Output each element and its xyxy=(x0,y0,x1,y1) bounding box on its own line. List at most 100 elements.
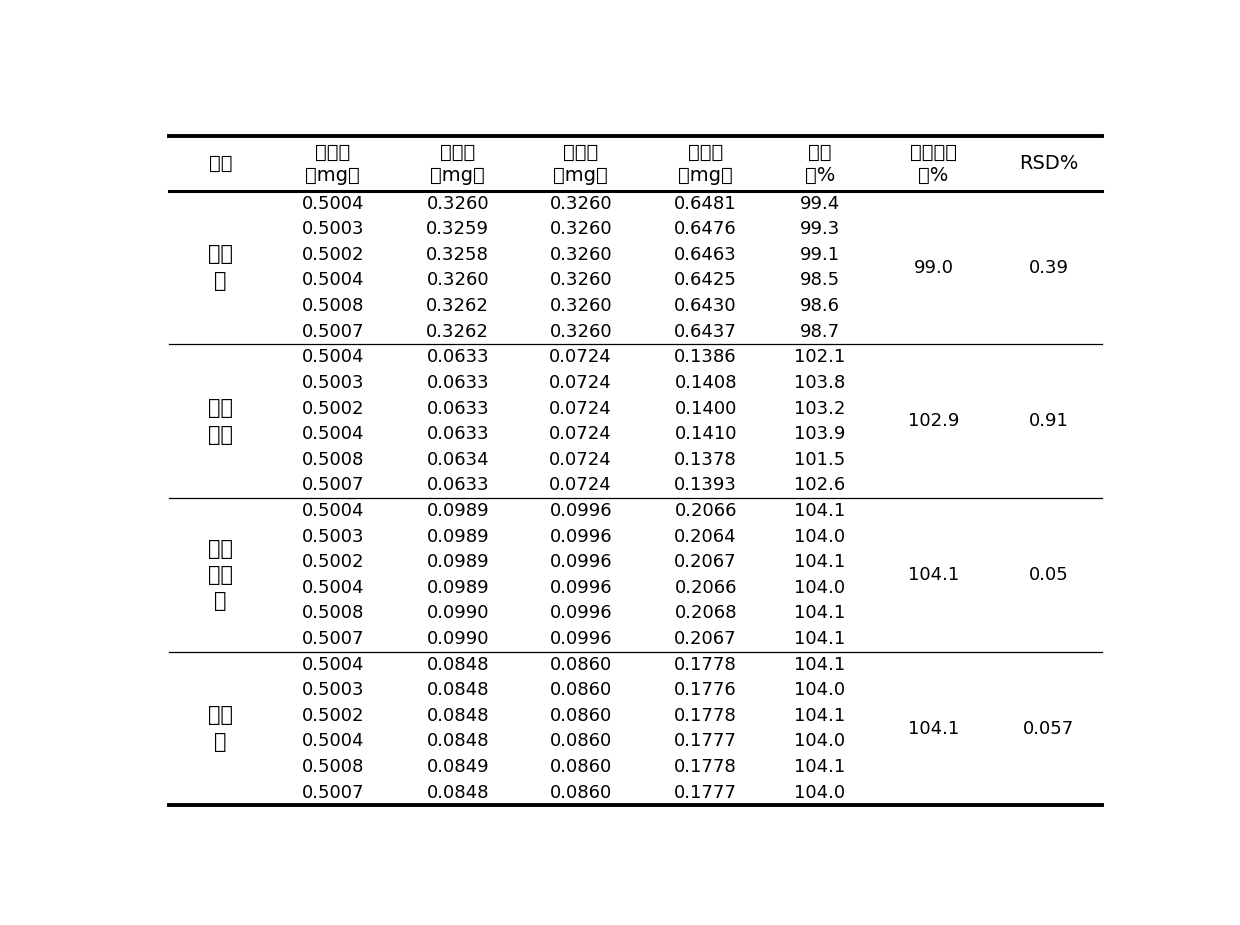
Text: 0.1393: 0.1393 xyxy=(675,476,737,494)
Text: 0.2067: 0.2067 xyxy=(675,630,737,648)
Text: 0.1410: 0.1410 xyxy=(675,426,737,443)
Text: 104.0: 104.0 xyxy=(795,681,846,699)
Text: 0.0634: 0.0634 xyxy=(427,450,489,469)
Text: 成分: 成分 xyxy=(208,154,232,173)
Text: 0.3260: 0.3260 xyxy=(549,271,613,290)
Text: 0.6437: 0.6437 xyxy=(675,323,737,340)
Text: 0.5004: 0.5004 xyxy=(301,194,365,213)
Text: 104.1: 104.1 xyxy=(908,720,959,737)
Text: 0.5007: 0.5007 xyxy=(301,783,365,802)
Text: （mg）: （mg） xyxy=(430,166,485,185)
Text: 0.3262: 0.3262 xyxy=(427,297,489,315)
Text: 0.0724: 0.0724 xyxy=(549,450,613,469)
Text: 104.0: 104.0 xyxy=(795,579,846,597)
Text: 0.39: 0.39 xyxy=(1029,259,1069,277)
Text: 0.0860: 0.0860 xyxy=(549,656,611,673)
Text: 原有量: 原有量 xyxy=(440,142,475,162)
Text: 99.1: 99.1 xyxy=(800,246,839,264)
Text: 0.6425: 0.6425 xyxy=(675,271,737,290)
Text: 大黄
酚: 大黄 酚 xyxy=(208,706,233,752)
Text: 0.3260: 0.3260 xyxy=(549,246,613,264)
Text: 0.5002: 0.5002 xyxy=(301,707,365,725)
Text: 0.5004: 0.5004 xyxy=(301,271,365,290)
Text: 0.5004: 0.5004 xyxy=(301,502,365,520)
Text: 102.9: 102.9 xyxy=(908,413,959,430)
Text: 104.1: 104.1 xyxy=(795,502,846,520)
Text: 0.6463: 0.6463 xyxy=(675,246,737,264)
Text: 0.0848: 0.0848 xyxy=(427,656,489,673)
Text: 0.1777: 0.1777 xyxy=(675,733,737,750)
Text: 0.0989: 0.0989 xyxy=(427,553,489,571)
Text: 0.3260: 0.3260 xyxy=(427,194,489,213)
Text: 0.0724: 0.0724 xyxy=(549,374,613,392)
Text: 104.1: 104.1 xyxy=(795,758,846,776)
Text: 0.1776: 0.1776 xyxy=(675,681,737,699)
Text: 0.1378: 0.1378 xyxy=(675,450,737,469)
Text: 0.6476: 0.6476 xyxy=(675,220,737,239)
Text: 0.0860: 0.0860 xyxy=(549,707,611,725)
Text: 测得量: 测得量 xyxy=(688,142,723,162)
Text: 104.1: 104.1 xyxy=(795,553,846,571)
Text: 0.2067: 0.2067 xyxy=(675,553,737,571)
Text: 0.1778: 0.1778 xyxy=(675,656,737,673)
Text: 0.3260: 0.3260 xyxy=(549,220,613,239)
Text: 0.5007: 0.5007 xyxy=(301,323,365,340)
Text: 0.3258: 0.3258 xyxy=(427,246,489,264)
Text: 0.1386: 0.1386 xyxy=(675,349,737,366)
Text: 102.6: 102.6 xyxy=(795,476,846,494)
Text: 0.5008: 0.5008 xyxy=(301,450,365,469)
Text: 0.0989: 0.0989 xyxy=(427,502,489,520)
Text: 0.0633: 0.0633 xyxy=(427,374,489,392)
Text: 0.0633: 0.0633 xyxy=(427,476,489,494)
Text: 0.5003: 0.5003 xyxy=(301,527,365,546)
Text: 0.3262: 0.3262 xyxy=(427,323,489,340)
Text: 0.0724: 0.0724 xyxy=(549,349,613,366)
Text: 99.3: 99.3 xyxy=(800,220,841,239)
Text: 0.5003: 0.5003 xyxy=(301,220,365,239)
Text: 98.6: 98.6 xyxy=(800,297,839,315)
Text: 0.1400: 0.1400 xyxy=(675,400,737,417)
Text: 0.2068: 0.2068 xyxy=(675,604,737,623)
Text: 0.0848: 0.0848 xyxy=(427,681,489,699)
Text: 99.0: 99.0 xyxy=(914,259,954,277)
Text: （mg）: （mg） xyxy=(553,166,608,185)
Text: 回收: 回收 xyxy=(808,142,832,162)
Text: 0.0860: 0.0860 xyxy=(549,681,611,699)
Text: 0.3260: 0.3260 xyxy=(549,323,613,340)
Text: 0.057: 0.057 xyxy=(1023,720,1074,737)
Text: 0.05: 0.05 xyxy=(1029,566,1069,584)
Text: 104.1: 104.1 xyxy=(908,566,959,584)
Text: 98.7: 98.7 xyxy=(800,323,839,340)
Text: 0.1777: 0.1777 xyxy=(675,783,737,802)
Text: 99.4: 99.4 xyxy=(800,194,841,213)
Text: 葛根
素: 葛根 素 xyxy=(208,244,233,290)
Text: 102.1: 102.1 xyxy=(795,349,846,366)
Text: 0.5004: 0.5004 xyxy=(301,426,365,443)
Text: 0.0848: 0.0848 xyxy=(427,733,489,750)
Text: 取样量: 取样量 xyxy=(315,142,351,162)
Text: 0.5003: 0.5003 xyxy=(301,374,365,392)
Text: 0.3260: 0.3260 xyxy=(549,297,613,315)
Text: 0.0724: 0.0724 xyxy=(549,400,613,417)
Text: 0.5007: 0.5007 xyxy=(301,476,365,494)
Text: 0.0724: 0.0724 xyxy=(549,476,613,494)
Text: 103.8: 103.8 xyxy=(795,374,846,392)
Text: 0.5004: 0.5004 xyxy=(301,656,365,673)
Text: 0.1778: 0.1778 xyxy=(675,758,737,776)
Text: 103.2: 103.2 xyxy=(795,400,846,417)
Text: 0.0724: 0.0724 xyxy=(549,426,613,443)
Text: 橙黄
决明
素: 橙黄 决明 素 xyxy=(208,538,233,611)
Text: 104.1: 104.1 xyxy=(795,656,846,673)
Text: 0.1408: 0.1408 xyxy=(675,374,737,392)
Text: 0.3259: 0.3259 xyxy=(427,220,490,239)
Text: 0.0996: 0.0996 xyxy=(549,527,613,546)
Text: 0.0849: 0.0849 xyxy=(427,758,489,776)
Text: 0.2066: 0.2066 xyxy=(675,579,737,597)
Text: 0.91: 0.91 xyxy=(1029,413,1069,430)
Text: 0.0989: 0.0989 xyxy=(427,527,489,546)
Text: 0.5008: 0.5008 xyxy=(301,758,365,776)
Text: 0.5008: 0.5008 xyxy=(301,604,365,623)
Text: 0.0990: 0.0990 xyxy=(427,630,489,648)
Text: 0.0633: 0.0633 xyxy=(427,400,489,417)
Text: 0.5002: 0.5002 xyxy=(301,246,365,264)
